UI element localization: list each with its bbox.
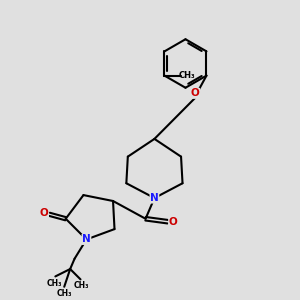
Text: CH₃: CH₃ [74,281,89,290]
Text: N: N [150,193,159,203]
Text: N: N [82,234,91,244]
Text: O: O [40,208,49,218]
Text: CH₃: CH₃ [47,279,62,288]
Text: CH₃: CH₃ [57,289,73,298]
Text: O: O [169,217,177,227]
Text: O: O [191,88,200,98]
Text: CH₃: CH₃ [179,71,196,80]
